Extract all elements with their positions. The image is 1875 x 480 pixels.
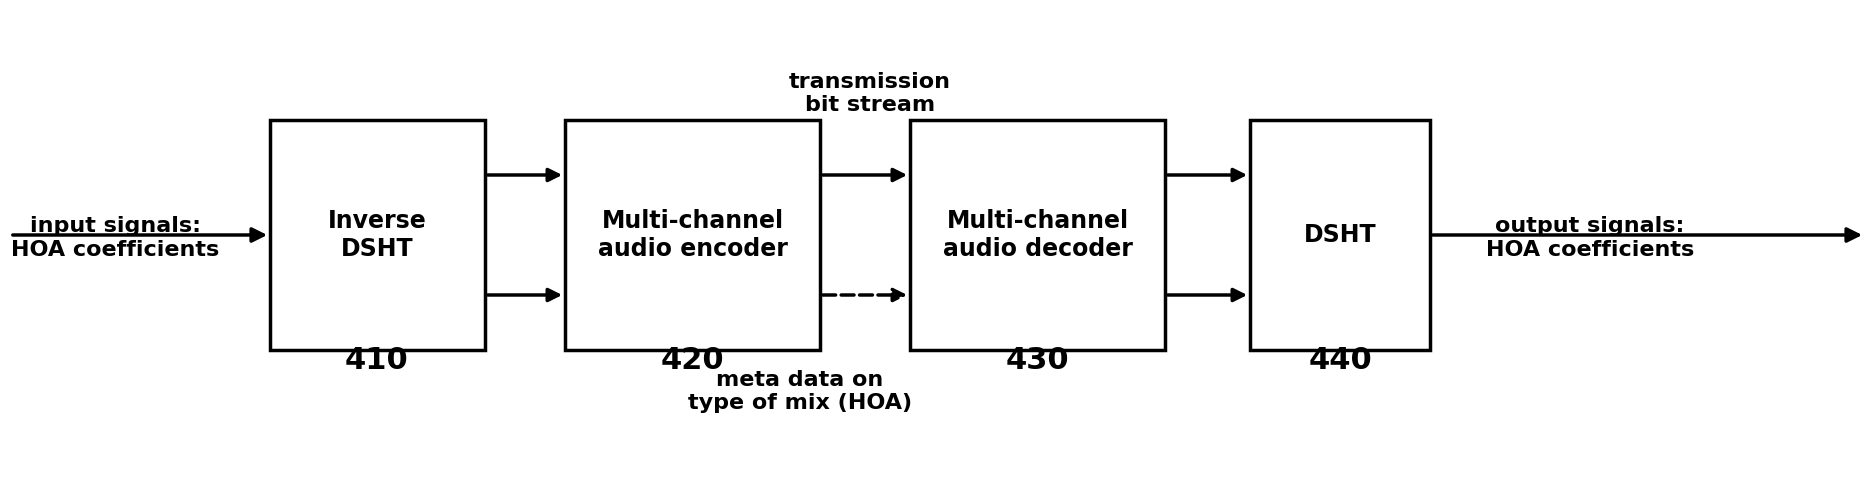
Text: DSHT: DSHT	[1303, 223, 1376, 247]
Bar	[1251, 120, 1431, 350]
Bar	[564, 120, 819, 350]
Text: 430: 430	[1005, 346, 1069, 375]
Text: input signals:
HOA coefficients: input signals: HOA coefficients	[11, 216, 219, 260]
Text: Multi-channel
audio decoder: Multi-channel audio decoder	[943, 209, 1132, 261]
Text: 440: 440	[1309, 346, 1372, 375]
Text: Inverse
DSHT: Inverse DSHT	[328, 209, 428, 261]
Text: 420: 420	[660, 346, 724, 375]
Text: 410: 410	[345, 346, 409, 375]
Text: Multi-channel
audio encoder: Multi-channel audio encoder	[598, 209, 788, 261]
Text: transmission
bit stream: transmission bit stream	[789, 72, 951, 115]
Text: output signals:
HOA coefficients: output signals: HOA coefficients	[1485, 216, 1695, 260]
Text: meta data on
type of mix (HOA): meta data on type of mix (HOA)	[688, 370, 911, 413]
Bar	[909, 120, 1164, 350]
Bar	[270, 120, 486, 350]
